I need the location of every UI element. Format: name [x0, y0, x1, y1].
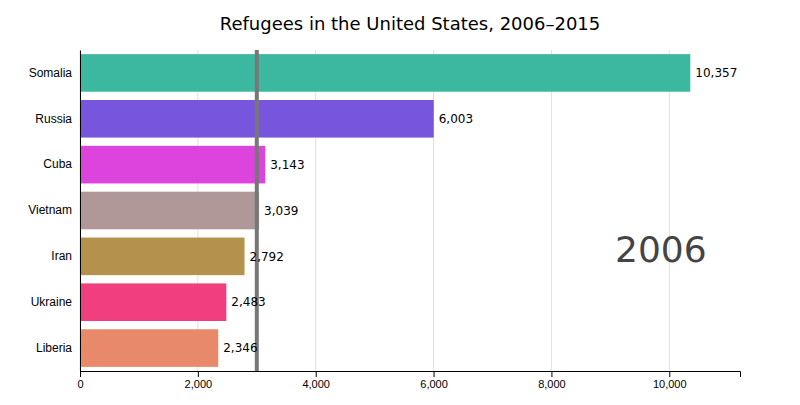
bar: [80, 192, 259, 230]
annotation: 2006: [615, 229, 707, 270]
x-tick-label: 0: [77, 378, 83, 390]
grid-line: [315, 50, 316, 371]
y-tick-label: Iran: [51, 249, 72, 263]
data-label: 6,003: [439, 112, 473, 126]
bars: [80, 50, 690, 371]
title: Refugees in the United States, 2006–2015: [220, 13, 601, 34]
x-tick-label: 8,000: [538, 378, 566, 390]
data-label: 2,483: [231, 295, 265, 309]
x-tick-mark: [551, 371, 552, 377]
y-tick: Liberia: [36, 341, 80, 355]
y-tick-label: Ukraine: [31, 295, 73, 309]
x-axis: 0 2,000 4,000 6,000 8,000 10,000: [77, 371, 740, 390]
x-tick-label: 4,000: [302, 378, 330, 390]
x-tick: 8,000: [538, 371, 566, 390]
x-tick: 6,000: [420, 371, 448, 390]
bar: [80, 283, 226, 321]
x-tick-mark: [434, 371, 435, 377]
y-tick-label: Russia: [35, 112, 72, 126]
x-tick-mark: [80, 371, 81, 377]
y-axis: Liberia Ukraine Iran Vietnam Cuba Russia Somal…: [28, 51, 80, 372]
bar: [80, 329, 218, 367]
y-tick: Ukraine: [31, 295, 80, 309]
x-tick-mark: [316, 371, 317, 377]
grid-line: [669, 50, 670, 371]
x-tick: 0: [77, 371, 83, 390]
reference-line: [255, 50, 259, 371]
bar: [80, 238, 245, 276]
y-tick: Iran: [51, 249, 80, 263]
data-label: 3,039: [264, 204, 298, 218]
grid-line: [551, 50, 552, 371]
data-label: 2,792: [250, 250, 284, 264]
x-tick-mark: [669, 371, 670, 377]
x-tick-mark: [198, 371, 199, 377]
y-tick: Vietnam: [28, 203, 80, 217]
y-tick-label: Vietnam: [28, 203, 72, 217]
chart: 0 2,000 4,000 6,000 8,000 10,000 Liberia Ukrain…: [0, 0, 800, 405]
data-label: 10,357: [695, 66, 737, 80]
data-label: 3,143: [270, 158, 304, 172]
y-tick: Somalia: [29, 66, 80, 80]
plot: 0 2,000 4,000 6,000 8,000 10,000 Liberia Ukrain…: [28, 50, 740, 390]
x-tick-label: 6,000: [420, 378, 448, 390]
data-labels: 2,346 2,483 2,792 3,039 3,143 6,003 10,357: [223, 66, 737, 355]
x-tick-label: 2,000: [185, 378, 213, 390]
x-tick: 10,000: [653, 371, 687, 390]
x-tick: 2,000: [185, 371, 213, 390]
bar: [80, 54, 690, 92]
y-axis-line: [80, 51, 81, 372]
x-tick: 4,000: [302, 371, 330, 390]
y-tick: Russia: [35, 112, 80, 126]
y-tick: Cuba: [43, 157, 80, 171]
y-tick-label: Liberia: [36, 341, 72, 355]
x-axis-line: [81, 372, 741, 378]
data-label: 2,346: [223, 341, 257, 355]
y-tick-label: Somalia: [29, 66, 73, 80]
bar: [80, 146, 265, 184]
grid-line: [433, 50, 434, 371]
x-tick-label: 10,000: [653, 378, 687, 390]
y-tick-label: Cuba: [43, 157, 72, 171]
grid-line: [80, 50, 81, 371]
grid: [80, 50, 669, 371]
